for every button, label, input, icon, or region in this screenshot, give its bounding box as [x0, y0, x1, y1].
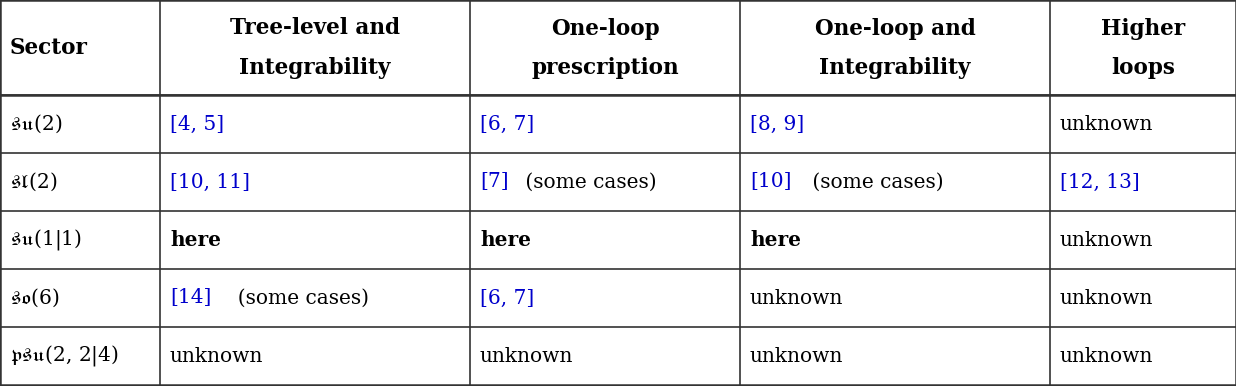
Text: [7]: [7]: [480, 173, 509, 191]
Text: [14]: [14]: [171, 288, 211, 308]
Text: here: here: [171, 230, 221, 250]
Text: $\mathfrak{su}$(2): $\mathfrak{su}$(2): [10, 113, 62, 135]
Text: Higher: Higher: [1101, 17, 1185, 39]
Text: unknown: unknown: [750, 347, 843, 366]
Text: unknown: unknown: [1060, 288, 1153, 308]
Text: [6, 7]: [6, 7]: [480, 288, 534, 308]
Text: One-loop: One-loop: [551, 17, 659, 39]
Text: $\mathfrak{so}$(6): $\mathfrak{so}$(6): [10, 287, 59, 309]
Text: Integrability: Integrability: [819, 58, 970, 80]
Text: prescription: prescription: [531, 58, 679, 80]
Text: Integrability: Integrability: [240, 58, 391, 80]
Text: here: here: [750, 230, 801, 250]
Text: here: here: [480, 230, 531, 250]
Text: [10]: [10]: [750, 173, 791, 191]
Text: unknown: unknown: [480, 347, 574, 366]
Text: $\mathfrak{sl}$(2): $\mathfrak{sl}$(2): [10, 171, 57, 193]
Text: [8, 9]: [8, 9]: [750, 115, 805, 134]
Text: unknown: unknown: [1060, 115, 1153, 134]
Text: (some cases): (some cases): [806, 173, 943, 191]
Text: (some cases): (some cases): [519, 173, 656, 191]
Text: unknown: unknown: [1060, 230, 1153, 249]
Text: (some cases): (some cases): [225, 288, 370, 308]
Text: [10, 11]: [10, 11]: [171, 173, 250, 191]
Text: unknown: unknown: [750, 288, 843, 308]
Text: $\mathfrak{psu}$(2, 2|4): $\mathfrak{psu}$(2, 2|4): [10, 344, 119, 369]
Text: $\mathfrak{su}$(1|1): $\mathfrak{su}$(1|1): [10, 227, 82, 252]
Text: [4, 5]: [4, 5]: [171, 115, 224, 134]
Text: loops: loops: [1111, 58, 1175, 80]
Text: [6, 7]: [6, 7]: [480, 115, 534, 134]
Text: unknown: unknown: [171, 347, 263, 366]
Text: Tree-level and: Tree-level and: [230, 17, 400, 39]
Text: unknown: unknown: [1060, 347, 1153, 366]
Text: Sector: Sector: [10, 37, 88, 59]
Text: One-loop and: One-loop and: [815, 17, 975, 39]
Text: [12, 13]: [12, 13]: [1060, 173, 1140, 191]
